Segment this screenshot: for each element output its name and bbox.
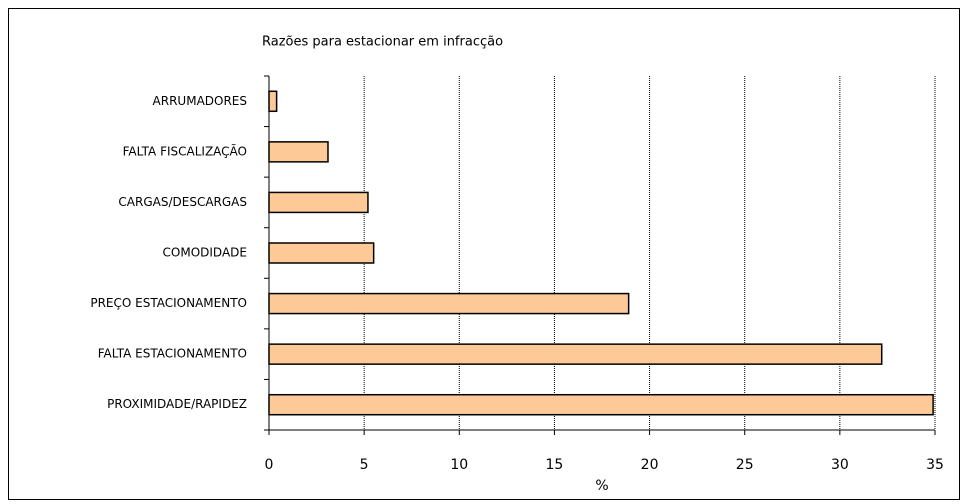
bar [268, 393, 934, 416]
x-tick-label: 5 [360, 457, 369, 473]
x-tick-label: 0 [265, 457, 274, 473]
bar [268, 90, 278, 113]
x-tick-label: 20 [641, 457, 659, 473]
x-tick-label: 10 [450, 457, 468, 473]
x-axis-label: % [595, 478, 608, 494]
y-tick-label: ARRUMADORES [153, 94, 247, 108]
bar [268, 191, 369, 214]
chart-title: Razões para estacionar em infracção [262, 35, 503, 50]
y-tick-label: PROXIMIDADE/RAPIDEZ [107, 397, 247, 411]
y-tick-label: FALTA ESTACIONAMENTO [98, 347, 247, 361]
x-tick-label: 15 [546, 457, 564, 473]
bar [268, 242, 375, 264]
y-tick-label: CARGAS/DESCARGAS [118, 195, 247, 209]
x-tick-label: 35 [926, 457, 944, 473]
chart-border [8, 8, 960, 500]
bar [268, 292, 630, 315]
y-tick-label: FALTA FISCALIZAÇÃO [123, 143, 247, 158]
y-tick-label: COMODIDADE [163, 246, 247, 260]
x-tick-label: 25 [736, 457, 754, 473]
bar [268, 343, 883, 365]
y-tick-label: PREÇO ESTACIONAMENTO [90, 296, 247, 310]
x-tick-label: 30 [831, 457, 849, 473]
bar [268, 141, 329, 163]
